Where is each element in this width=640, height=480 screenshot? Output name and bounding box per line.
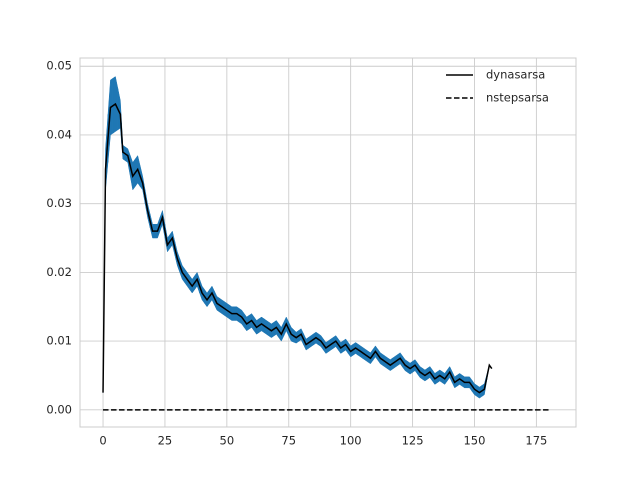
y-tick-label: 0.05: [46, 59, 72, 73]
series-line: [102, 102, 493, 394]
x-tick-label: 25: [158, 434, 173, 448]
legend-label: nstepsarsa: [486, 91, 549, 105]
y-tick-label: 0.03: [46, 196, 72, 210]
x-tick-label: 75: [281, 434, 296, 448]
x-tick-label: 150: [463, 434, 485, 448]
y-tick-label: 0.00: [46, 402, 72, 416]
x-tick-label: 175: [525, 434, 547, 448]
y-tick-label: 0.04: [46, 127, 72, 141]
x-tick-label: 50: [220, 434, 235, 448]
x-tick-label: 125: [402, 434, 424, 448]
legend-label: dynasarsa: [486, 68, 545, 82]
plot-frame: [79, 57, 577, 428]
x-tick-label: 100: [340, 434, 362, 448]
y-tick-label: 0.02: [46, 265, 72, 279]
x-tick-label: 0: [99, 434, 106, 448]
y-tick-label: 0.01: [46, 334, 72, 348]
